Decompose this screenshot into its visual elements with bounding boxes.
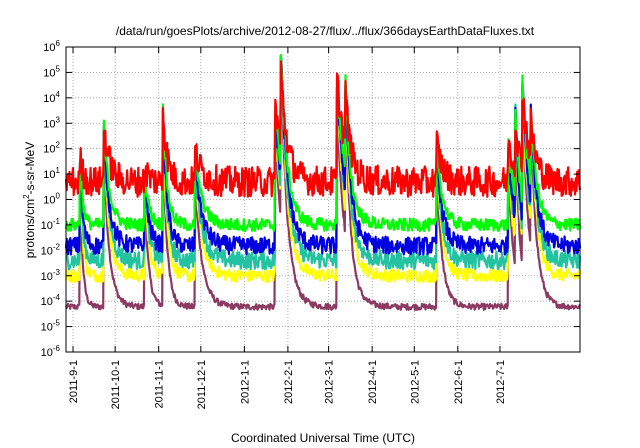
y-tick-label: 10-4 xyxy=(41,293,61,308)
y-tick-label: 10-3 xyxy=(41,268,61,283)
y-tick-base: 10 xyxy=(41,296,53,308)
y-tick-exp: -5 xyxy=(53,319,61,328)
y-tick-base: 10 xyxy=(43,42,55,54)
x-tick-label: 2012-1-1 xyxy=(239,360,251,404)
series-line xyxy=(64,54,582,311)
y-tick-exp: 3 xyxy=(56,115,61,124)
x-tick-label: 2012-3-1 xyxy=(324,360,336,404)
y-tick-exp: 5 xyxy=(56,64,61,73)
y-tick-label: 10-6 xyxy=(41,344,61,359)
y-tick-base: 10 xyxy=(41,245,53,257)
y-tick-label: 103 xyxy=(43,115,60,130)
y-tick-exp: -3 xyxy=(53,268,61,277)
y-tick-label: 10-2 xyxy=(41,242,61,257)
y-tick-base: 10 xyxy=(41,271,53,283)
y-tick-exp: -1 xyxy=(53,217,61,226)
y-tick-labels: 10-610-510-410-310-210-11001011021031041… xyxy=(41,39,61,359)
y-tick-base: 10 xyxy=(41,322,53,334)
x-axis-label: Coordinated Universal Time (UTC) xyxy=(231,431,415,445)
y-tick-label: 10-1 xyxy=(41,217,61,232)
y-tick-exp: -2 xyxy=(53,242,61,251)
y-tick-base: 10 xyxy=(43,67,55,79)
y-tick-exp: 6 xyxy=(56,39,61,48)
series-line xyxy=(64,53,582,233)
y-axis-label-main: protons/cm xyxy=(23,199,37,258)
x-tick-label: 2012-7-1 xyxy=(495,360,507,404)
y-axis-label: protons/cm2-s-sr-MeV xyxy=(22,142,37,258)
x-tick-label: 2012-4-1 xyxy=(367,360,379,404)
y-tick-base: 10 xyxy=(41,347,53,359)
x-tick-label: 2012-5-1 xyxy=(409,360,421,404)
y-tick-base: 10 xyxy=(43,93,55,105)
series-layer xyxy=(64,53,582,311)
x-tick-label: 2011-12-1 xyxy=(196,360,208,409)
y-tick-label: 102 xyxy=(43,141,60,156)
y-tick-base: 10 xyxy=(43,195,55,207)
y-tick-exp: 1 xyxy=(56,166,61,175)
y-tick-exp: 2 xyxy=(56,141,61,150)
series-line xyxy=(64,60,582,198)
y-tick-label: 104 xyxy=(43,90,60,105)
y-tick-label: 105 xyxy=(43,64,60,79)
y-tick-label: 10-5 xyxy=(41,319,61,334)
x-tick-label: 2012-2-1 xyxy=(283,360,295,404)
chart-title: /data/run/goesPlots/archive/2012-08-27/f… xyxy=(116,24,535,38)
x-tick-label: 2011-9-1 xyxy=(68,360,80,403)
series-line xyxy=(65,54,582,271)
y-tick-exp: 0 xyxy=(56,192,61,201)
y-tick-exp: -6 xyxy=(53,344,61,353)
y-axis-label-tail: -s-sr-MeV xyxy=(23,142,37,195)
tick-marks xyxy=(66,46,580,353)
x-tick-label: 2011-11-1 xyxy=(154,360,166,409)
y-tick-label: 100 xyxy=(43,192,60,207)
y-tick-base: 10 xyxy=(43,144,55,156)
y-tick-label: 101 xyxy=(43,166,60,181)
y-tick-exp: -4 xyxy=(53,293,61,302)
y-tick-base: 10 xyxy=(43,118,55,130)
series-line xyxy=(64,54,582,256)
y-tick-label: 106 xyxy=(43,39,60,54)
y-tick-exp: 4 xyxy=(56,90,61,99)
y-tick-base: 10 xyxy=(41,220,53,232)
x-tick-labels: 2011-9-1 2011-10-1 2011-11-1 2011-12-1 2012-… xyxy=(68,360,507,409)
x-tick-label: 2012-6-1 xyxy=(453,360,465,404)
series-line xyxy=(64,54,582,284)
x-tick-label: 2011-10-1 xyxy=(110,360,122,409)
y-axis-label-sup: 2 xyxy=(22,194,31,199)
y-tick-base: 10 xyxy=(43,169,55,181)
